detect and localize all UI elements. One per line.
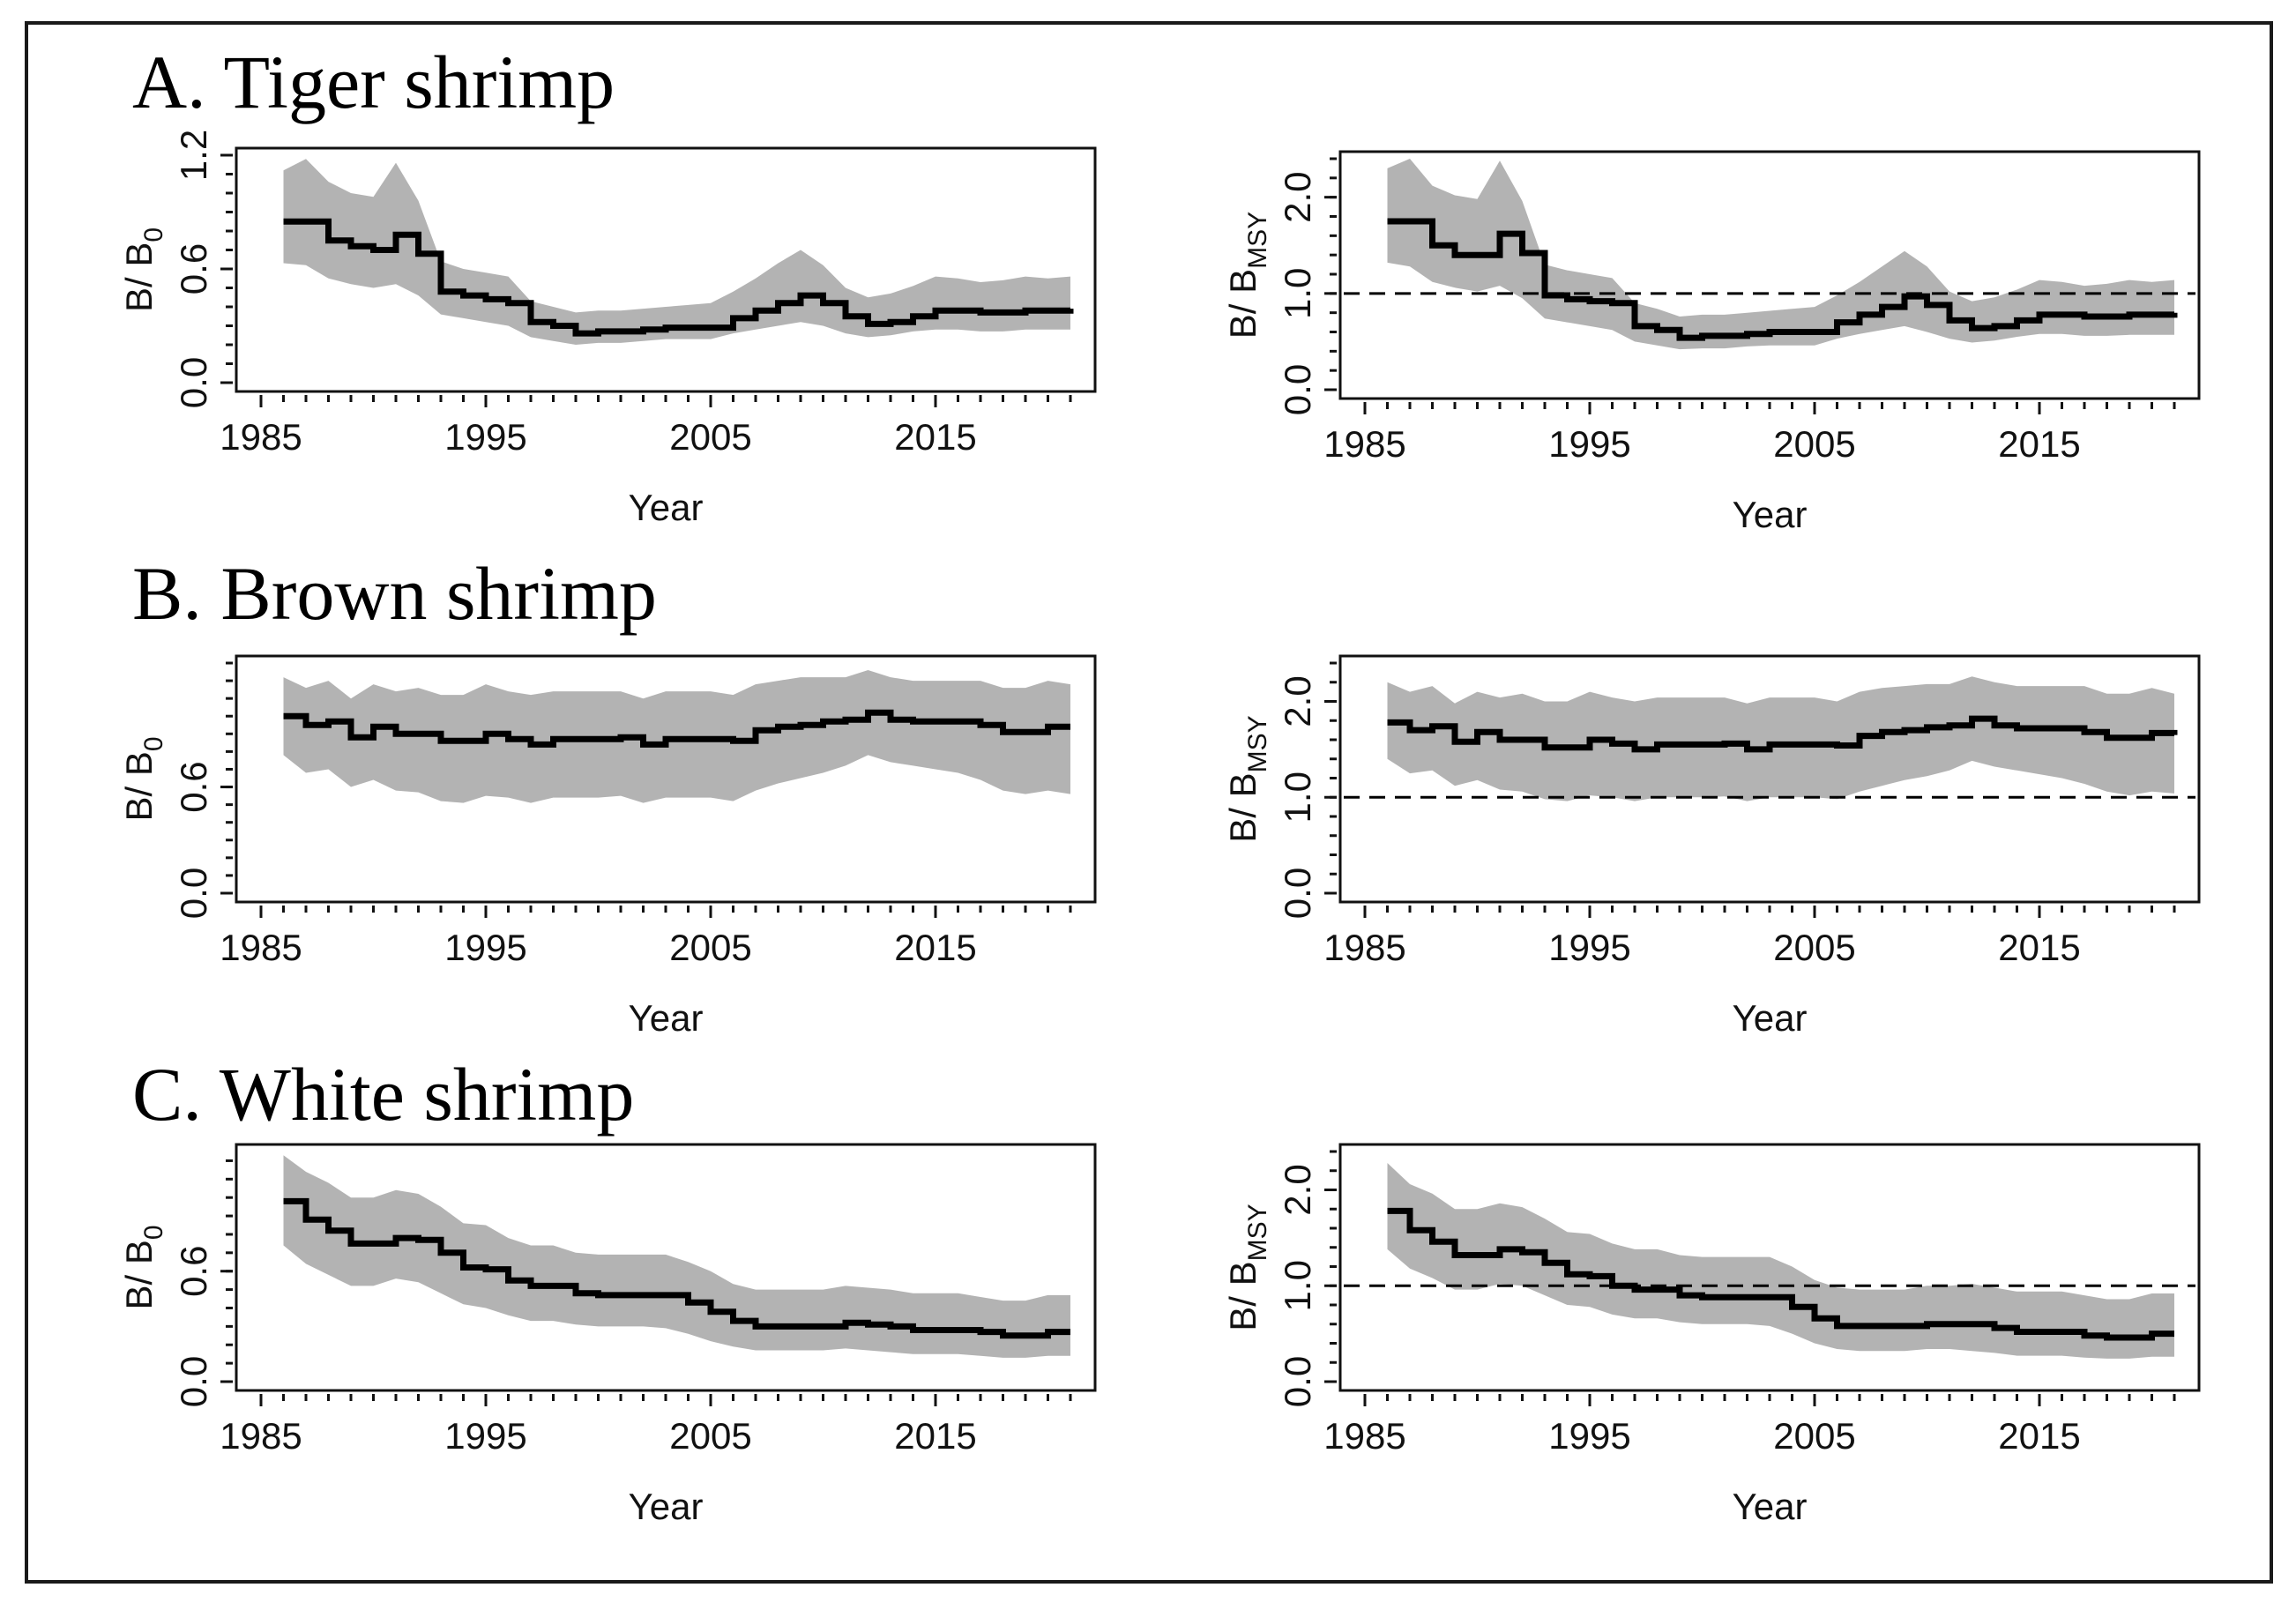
y-tick-label: 0.0	[173, 1356, 214, 1407]
plot-area	[1338, 150, 2201, 400]
x-tick-label: 2015	[1998, 927, 2080, 968]
x-tick-label: 2015	[894, 1415, 976, 1457]
x-tick-label: 2015	[894, 927, 976, 968]
y-tick-label: 2.0	[1277, 675, 1318, 727]
plot-area	[1338, 1143, 2201, 1392]
median-series-line	[283, 1197, 1070, 1339]
y-tick-label: 0.0	[1277, 868, 1318, 919]
x-tick-label: 2005	[1773, 423, 1855, 465]
x-tick-label: 1985	[220, 1415, 302, 1457]
y-axis-label-subscript: MSY	[1243, 715, 1272, 772]
y-tick-label: 1.0	[1277, 268, 1318, 319]
y-axis-label-subscript: 0	[139, 1225, 168, 1240]
y-axis-label: B/ BMSY	[1222, 1204, 1272, 1330]
y-axis-label: B/ BMSY	[1222, 715, 1272, 842]
y-axis-label-main: B/ B	[118, 751, 160, 821]
y-tick-label: 0.0	[173, 357, 214, 408]
y-axis-label-main: B/ B	[118, 242, 160, 312]
y-axis-label-subscript: MSY	[1243, 212, 1272, 269]
y-axis-label: B/ B0	[118, 736, 168, 821]
x-axis-label: Year	[1733, 1486, 1808, 1527]
x-tick-label: 1995	[1548, 423, 1630, 465]
y-axis-label-subscript: MSY	[1243, 1204, 1272, 1261]
median-series-line	[1387, 218, 2178, 341]
x-axis-label: Year	[629, 997, 704, 1039]
uncertainty-band	[283, 159, 1070, 345]
y-tick-label: 1.2	[173, 130, 214, 181]
x-axis-label: Year	[1733, 494, 1808, 535]
x-tick-label: 2005	[669, 416, 751, 458]
plot-area	[235, 1143, 1097, 1392]
y-tick-label: 2.0	[1277, 1164, 1318, 1215]
y-tick-label: 0.6	[173, 1246, 214, 1297]
uncertainty-band	[283, 1155, 1070, 1358]
x-tick-label: 1995	[1548, 927, 1630, 968]
panel-title-a: A. Tiger shrimp	[132, 40, 615, 124]
y-tick-label: 1.0	[1277, 1260, 1318, 1311]
y-axis-label-subscript: 0	[139, 736, 168, 751]
plot-area	[235, 146, 1097, 393]
x-tick-label: 1985	[1323, 927, 1405, 968]
y-axis-label-main: B/ B	[1222, 772, 1264, 842]
median-series-line	[1387, 715, 2178, 753]
y-axis-label-subscript: 0	[139, 227, 168, 242]
x-tick-label: 1995	[444, 927, 526, 968]
figure-border	[25, 21, 2273, 1584]
median-series-line	[283, 709, 1070, 748]
y-axis-label-main: B/ B	[1222, 1261, 1264, 1330]
uncertainty-band	[1387, 1163, 2174, 1359]
panel-title-c: C. White shrimp	[132, 1052, 634, 1137]
y-axis-label: B/ BMSY	[1222, 212, 1272, 339]
chart-tiger-b0: 1985 1995 2005 2015 Year 0.0 0.6 1.2 B/ B0	[118, 130, 1097, 528]
x-axis-label: Year	[1733, 997, 1808, 1039]
x-tick-label: 1995	[444, 416, 526, 458]
uncertainty-band	[1387, 159, 2174, 350]
x-tick-label: 2005	[1773, 1415, 1855, 1457]
plot-area	[235, 654, 1097, 904]
x-tick-label: 2005	[669, 927, 751, 968]
x-tick-label: 2005	[1773, 927, 1855, 968]
y-axis-label: B/ B0	[118, 227, 168, 312]
x-tick-label: 1995	[1548, 1415, 1630, 1457]
x-tick-label: 2005	[669, 1415, 751, 1457]
y-axis-label: B/ B0	[118, 1225, 168, 1309]
median-series-line	[1387, 1207, 2174, 1341]
x-tick-label: 2015	[1998, 423, 2080, 465]
y-tick-label: 0.0	[1277, 1356, 1318, 1407]
y-axis-label-main: B/ B	[1222, 269, 1264, 339]
y-tick-label: 2.0	[1277, 171, 1318, 222]
x-axis-label: Year	[629, 1486, 704, 1527]
y-tick-label: 0.6	[173, 243, 214, 294]
y-tick-label: 0.6	[173, 761, 214, 812]
y-axis-label-main: B/ B	[118, 1240, 160, 1309]
x-tick-label: 1985	[1323, 1415, 1405, 1457]
median-series-line	[283, 218, 1074, 337]
x-tick-label: 1985	[1323, 423, 1405, 465]
x-tick-label: 1985	[220, 927, 302, 968]
y-tick-label: 1.0	[1277, 771, 1318, 823]
x-axis-label: Year	[629, 487, 704, 528]
x-tick-label: 2015	[894, 416, 976, 458]
plot-area	[1338, 654, 2201, 904]
y-tick-label: 0.0	[173, 868, 214, 919]
y-tick-label: 0.0	[1277, 364, 1318, 415]
x-tick-label: 1995	[444, 1415, 526, 1457]
x-tick-label: 2015	[1998, 1415, 2080, 1457]
uncertainty-band	[1387, 676, 2174, 801]
x-tick-label: 1985	[220, 416, 302, 458]
panel-title-b: B. Brown shrimp	[132, 551, 657, 636]
